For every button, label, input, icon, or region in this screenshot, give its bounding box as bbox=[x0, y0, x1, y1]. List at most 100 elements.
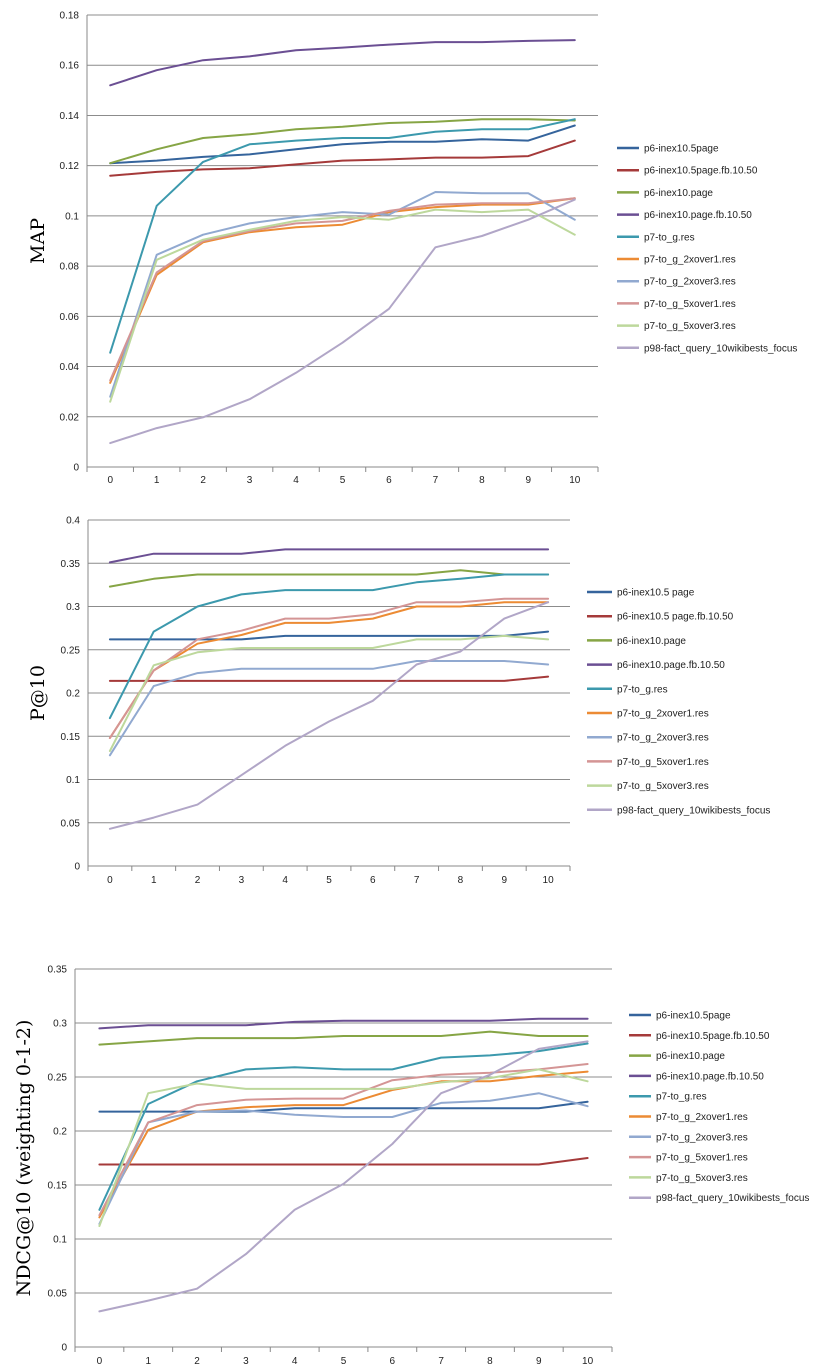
p10-y-tick-label: 0.2 bbox=[66, 689, 80, 700]
map-y-tick-label: 0.04 bbox=[60, 362, 80, 373]
p10-series-line-7 bbox=[108, 597, 550, 739]
map-legend-label: p98-fact_query_10wikibests_focus bbox=[644, 343, 797, 354]
ndcg-y-axis-label: NDCG@10 (weighting 0-1-2) bbox=[13, 1020, 35, 1297]
p10-legend-label: p6-inex10.page bbox=[617, 636, 686, 647]
ndcg-x-tick-label: 4 bbox=[292, 1356, 298, 1367]
map-series-line-1 bbox=[109, 139, 576, 177]
p10-series-line-8 bbox=[108, 634, 550, 752]
p10-legend-label: p7-to_g_5xover1.res bbox=[617, 757, 709, 768]
p10-x-tick-label: 0 bbox=[107, 875, 113, 886]
map-x-tick-label: 3 bbox=[247, 475, 253, 486]
p10-x-tick-label: 1 bbox=[151, 875, 157, 886]
p10-x-tick-label: 9 bbox=[501, 875, 507, 886]
ndcg-legend-label: p6-inex10.page bbox=[656, 1051, 725, 1062]
map-legend-label: p7-to_g_5xover1.res bbox=[644, 299, 736, 310]
p10-y-tick-label: 0.05 bbox=[61, 818, 81, 829]
p10-series-line-0 bbox=[108, 630, 550, 641]
map-x-tick-label: 6 bbox=[386, 475, 392, 486]
ndcg-x-tick-label: 8 bbox=[487, 1356, 493, 1367]
map-series-line-8 bbox=[109, 208, 576, 403]
p10-series-line-1 bbox=[108, 675, 550, 682]
p10-legend-label: p6-inex10.5 page bbox=[617, 588, 695, 599]
ndcg-chart: 0 0.05 0.1 0.15 0.2 0.25 0.3 0.35 0 1 2 3 4 5 6 7 8 9 10 ND… bbox=[13, 965, 809, 1368]
ndcg-series-line-7 bbox=[98, 1063, 589, 1217]
p10-legend-label: p7-to_g.res bbox=[617, 684, 668, 695]
map-y-tick-label: 0 bbox=[73, 463, 79, 474]
ndcg-y-tick-label: 0.2 bbox=[53, 1127, 67, 1138]
ndcg-x-tick-label: 2 bbox=[194, 1356, 200, 1367]
ndcg-series-line-3 bbox=[98, 1017, 589, 1030]
ndcg-series-line-2 bbox=[98, 1030, 589, 1046]
ndcg-legend-label: p6-inex10.5page bbox=[656, 1011, 731, 1022]
map-series-line-9 bbox=[109, 198, 576, 445]
ndcg-series-line-9 bbox=[98, 1040, 589, 1313]
map-y-tick-label: 0.12 bbox=[60, 161, 80, 172]
map-y-tick-label: 0.1 bbox=[65, 211, 79, 222]
p10-x-tick-label: 2 bbox=[195, 875, 201, 886]
p10-y-tick-label: 0.1 bbox=[66, 775, 80, 786]
p10-series-line-2 bbox=[108, 569, 550, 588]
p10-series-line-6 bbox=[108, 660, 550, 757]
map-y-tick-label: 0.16 bbox=[60, 61, 80, 72]
p10-y-tick-label: 0.4 bbox=[66, 516, 80, 527]
map-series-line-2 bbox=[109, 118, 576, 165]
ndcg-x-tick-label: 1 bbox=[145, 1356, 151, 1367]
ndcg-x-tick-label: 10 bbox=[582, 1356, 594, 1367]
p10-y-tick-label: 0.35 bbox=[61, 559, 81, 570]
map-series-line-5 bbox=[109, 197, 576, 384]
map-series-line-3 bbox=[109, 39, 576, 87]
ndcg-y-tick-label: 0 bbox=[61, 1343, 67, 1354]
ndcg-x-tick-label: 3 bbox=[243, 1356, 249, 1367]
p10-y-axis-label: P@10 bbox=[27, 665, 49, 721]
ndcg-legend-label: p7-to_g_5xover1.res bbox=[656, 1153, 748, 1164]
map-x-tick-label: 7 bbox=[433, 475, 439, 486]
map-legend-label: p7-to_g_2xover3.res bbox=[644, 277, 736, 288]
map-x-tick-label: 4 bbox=[293, 475, 299, 486]
map-y-tick-label: 0.18 bbox=[60, 11, 80, 22]
p10-chart: 0 0.05 0.1 0.15 0.2 0.25 0.3 0.35 0.4 0 1 2 3 4 5 6 7 8 9 1… bbox=[27, 516, 770, 887]
p10-x-tick-label: 5 bbox=[326, 875, 332, 886]
map-legend-label: p7-to_g_2xover1.res bbox=[644, 255, 736, 266]
ndcg-y-tick-label: 0.05 bbox=[48, 1289, 68, 1300]
ndcg-legend-label: p98-fact_query_10wikibests_focus bbox=[656, 1193, 809, 1204]
ndcg-legend-label: p6-inex10.5page.fb.10.50 bbox=[656, 1031, 770, 1042]
p10-y-tick-label: 0.25 bbox=[61, 645, 81, 656]
ndcg-series-line-1 bbox=[98, 1157, 589, 1166]
ndcg-y-tick-label: 0.35 bbox=[48, 965, 68, 976]
ndcg-legend-label: p7-to_g_2xover1.res bbox=[656, 1112, 748, 1123]
p10-legend-label: p7-to_g_5xover3.res bbox=[617, 781, 709, 792]
ndcg-y-tick-label: 0.25 bbox=[48, 1073, 68, 1084]
map-x-tick-label: 0 bbox=[107, 475, 113, 486]
ndcg-series-line-8 bbox=[98, 1068, 589, 1227]
p10-legend-label: p7-to_g_2xover3.res bbox=[617, 733, 709, 744]
map-y-tick-label: 0.02 bbox=[60, 412, 80, 423]
p10-x-tick-label: 8 bbox=[458, 875, 464, 886]
map-chart: 0 0.02 0.04 0.06 0.08 0.1 0.12 0.14 0.16 0.18 0 1 2 3… bbox=[27, 11, 797, 487]
ndcg-series-line-4 bbox=[98, 1042, 589, 1211]
p10-x-tick-label: 7 bbox=[414, 875, 420, 886]
p10-x-tick-label: 4 bbox=[282, 875, 288, 886]
ndcg-legend-label: p7-to_g_2xover3.res bbox=[656, 1132, 748, 1143]
map-y-axis-label: MAP bbox=[27, 218, 49, 264]
map-y-tick-label: 0.08 bbox=[60, 262, 80, 273]
ndcg-y-tick-label: 0.3 bbox=[53, 1019, 67, 1030]
ndcg-x-tick-label: 0 bbox=[97, 1356, 103, 1367]
p10-legend-label: p6-inex10.page.fb.10.50 bbox=[617, 660, 725, 671]
map-y-tick-label: 0.06 bbox=[60, 312, 80, 323]
ndcg-y-tick-label: 0.15 bbox=[48, 1181, 68, 1192]
map-series-line-4 bbox=[109, 118, 576, 354]
p10-y-tick-label: 0.3 bbox=[66, 602, 80, 613]
p10-series-line-9 bbox=[108, 601, 550, 830]
ndcg-series-line-6 bbox=[98, 1092, 589, 1225]
p10-legend-label: p7-to_g_2xover1.res bbox=[617, 709, 709, 720]
ndcg-x-tick-label: 7 bbox=[438, 1356, 444, 1367]
p10-legend-label: p98-fact_query_10wikibests_focus bbox=[617, 805, 770, 816]
map-legend-label: p6-inex10.page bbox=[644, 188, 713, 199]
ndcg-series-line-0 bbox=[98, 1100, 589, 1113]
map-legend-label: p6-inex10.page.fb.10.50 bbox=[644, 210, 752, 221]
p10-x-tick-label: 6 bbox=[370, 875, 376, 886]
map-x-tick-label: 9 bbox=[526, 475, 532, 486]
p10-y-tick-label: 0.15 bbox=[61, 732, 81, 743]
map-x-tick-label: 1 bbox=[154, 475, 160, 486]
ndcg-series-line-5 bbox=[98, 1070, 589, 1219]
